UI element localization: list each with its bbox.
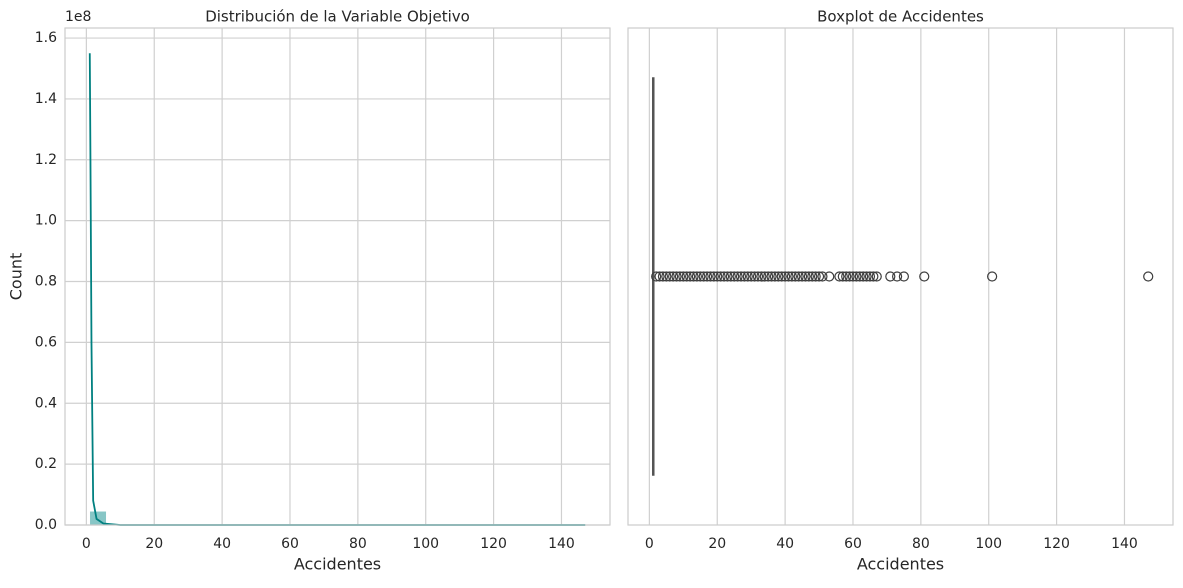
outlier <box>825 272 834 281</box>
x-tick-label: 0 <box>82 536 91 552</box>
y-offset-label: 1e8 <box>65 9 91 25</box>
chart-title: Distribución de la Variable Objetivo <box>205 8 470 26</box>
x-tick-label: 20 <box>708 536 726 552</box>
kde-line <box>90 53 585 525</box>
y-tick-label: 0.4 <box>35 395 57 411</box>
x-axis-label: Accidentes <box>294 555 381 574</box>
x-tick-label: 140 <box>1111 536 1138 552</box>
x-tick-label: 120 <box>1043 536 1070 552</box>
x-tick-label: 60 <box>844 536 862 552</box>
y-tick-label: 0.2 <box>35 456 57 472</box>
x-tick-label: 100 <box>412 536 439 552</box>
y-axis-label: Count <box>7 253 26 301</box>
x-tick-label: 20 <box>145 536 163 552</box>
x-tick-label: 0 <box>645 536 654 552</box>
y-tick-label: 1.4 <box>35 91 57 107</box>
y-tick-label: 1.0 <box>35 213 57 229</box>
x-tick-label: 120 <box>480 536 507 552</box>
outlier <box>899 272 908 281</box>
outlier <box>1144 272 1153 281</box>
x-tick-label: 140 <box>548 536 575 552</box>
x-tick-label: 60 <box>281 536 299 552</box>
y-tick-label: 0.0 <box>35 517 57 533</box>
x-tick-label: 100 <box>975 536 1002 552</box>
x-tick-label: 80 <box>349 536 367 552</box>
y-tick-label: 0.6 <box>35 334 57 350</box>
x-tick-label: 40 <box>776 536 794 552</box>
chart-title: Boxplot de Accidentes <box>817 8 984 26</box>
x-tick-label: 80 <box>912 536 930 552</box>
x-tick-label: 40 <box>213 536 231 552</box>
y-tick-label: 1.6 <box>35 30 57 46</box>
axes-frame <box>65 28 610 525</box>
y-tick-label: 0.8 <box>35 274 57 290</box>
y-tick-label: 1.2 <box>35 152 57 168</box>
x-axis-label: Accidentes <box>857 555 944 574</box>
